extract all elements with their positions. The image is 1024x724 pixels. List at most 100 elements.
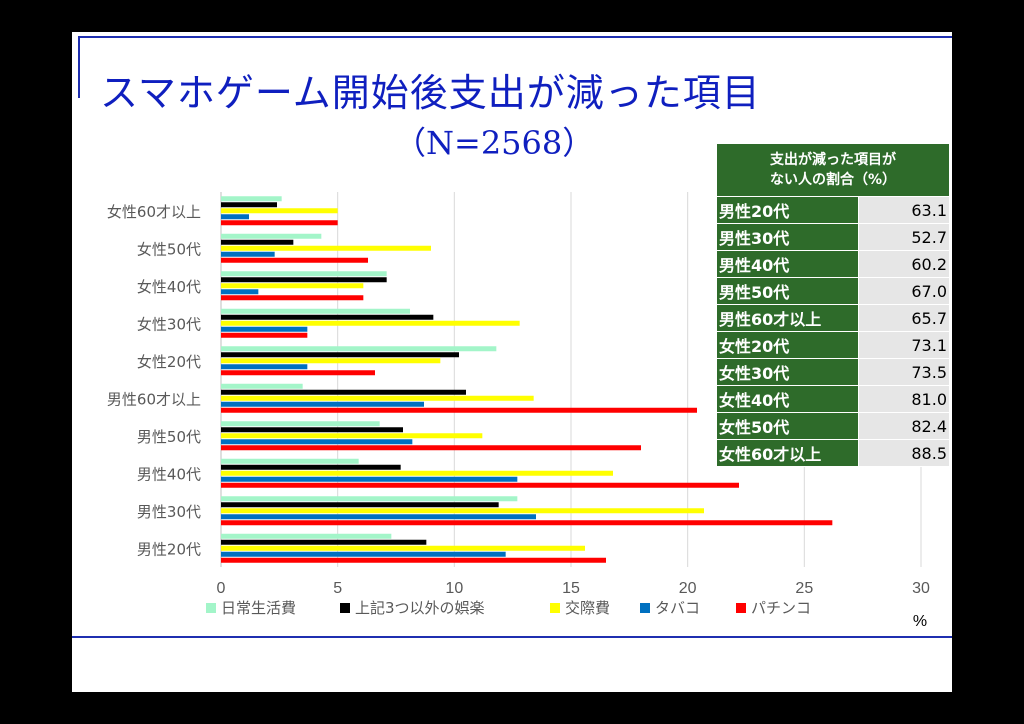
bar: [221, 364, 308, 370]
bar: [221, 370, 375, 376]
bar: [221, 358, 441, 364]
slide-subtitle: （N=2568）: [394, 124, 595, 162]
bar: [221, 202, 277, 208]
ratio-row-label: 女性30代: [716, 358, 859, 386]
y-category-label: 男性30代: [137, 503, 201, 521]
y-category-label: 女性60才以上: [107, 203, 201, 221]
bar: [221, 389, 466, 395]
y-category-label: 男性40代: [137, 465, 201, 483]
x-tick-label: 0: [217, 580, 226, 597]
bar: [221, 401, 424, 407]
bar: [221, 314, 434, 320]
bar: [221, 320, 520, 326]
legend-swatch: [736, 603, 746, 613]
bar: [221, 283, 364, 289]
y-category-label: 男性50代: [137, 428, 201, 446]
bar: [221, 308, 410, 314]
ratio-row-label: 男性40代: [716, 250, 859, 278]
bar: [221, 233, 322, 239]
x-tick-label: 5: [333, 580, 342, 597]
slide: スマホゲーム開始後支出が減った項目 （N=2568） 0 5 10 15 20 25 30 男…: [72, 32, 952, 692]
ratio-table-row: 男性30代 52.7: [716, 223, 951, 251]
bar: [221, 407, 697, 413]
ratio-row-label: 女性20代: [716, 331, 859, 359]
bar: [221, 482, 739, 488]
ratio-table-row: 女性50代 82.4: [716, 412, 951, 440]
ratio-table-row: 女性60才以上 88.5: [716, 439, 951, 467]
bar-chart: 0 5 10 15 20 25 30男性20代男性30代男性40代男性50代男性60才以上女…: [107, 192, 930, 630]
bar: [221, 458, 359, 464]
ratio-row-label: 女性50代: [716, 412, 859, 440]
bar: [221, 277, 387, 283]
bar: [221, 395, 534, 401]
ratio-table: 支出が減った項目が ない人の割合（%） 男性20代 63.1 男性30代 52.7 男性…: [716, 143, 951, 467]
legend-label: 上記3つ以外の娯楽: [355, 599, 485, 617]
ratio-table-header: 支出が減った項目が ない人の割合（%）: [716, 143, 950, 197]
bar: [221, 257, 368, 263]
bar: [221, 245, 431, 251]
legend-swatch: [206, 603, 216, 613]
bar: [221, 332, 308, 338]
ratio-row-label: 男性50代: [716, 277, 859, 305]
bar: [221, 557, 606, 563]
x-tick-label: 25: [795, 580, 813, 597]
bar: [221, 383, 303, 389]
ratio-row-value: 63.1: [857, 196, 951, 224]
bar: [221, 502, 499, 508]
bar: [221, 539, 427, 545]
x-axis-unit-label: %: [913, 613, 927, 630]
bar: [221, 239, 294, 245]
bar: [221, 421, 380, 427]
ratio-table-body: 男性20代 63.1 男性30代 52.7 男性40代 60.2 男性50代 67.0 男性60…: [716, 196, 951, 467]
legend-label: タバコ: [655, 599, 700, 617]
bar: [221, 464, 401, 470]
ratio-row-label: 男性30代: [716, 223, 859, 251]
x-tick-label: 15: [562, 580, 580, 597]
ratio-row-value: 65.7: [857, 304, 951, 332]
x-tick-label: 20: [679, 580, 697, 597]
slide-title: スマホゲーム開始後支出が減った項目: [100, 71, 761, 115]
ratio-row-label: 男性20代: [716, 196, 859, 224]
bar: [221, 533, 392, 539]
bar: [221, 520, 833, 526]
bar: [221, 220, 338, 226]
bar: [221, 352, 459, 358]
bar: [221, 326, 308, 332]
y-category-label: 男性20代: [137, 540, 201, 558]
bar: [221, 427, 403, 433]
ratio-table-row: 男性40代 60.2: [716, 250, 951, 278]
ratio-table-row: 男性50代 67.0: [716, 277, 951, 305]
bar: [221, 251, 275, 257]
bar: [221, 445, 641, 451]
ratio-row-label: 女性60才以上: [716, 439, 859, 467]
bar: [221, 551, 506, 557]
y-category-label: 女性20代: [137, 353, 201, 371]
bar: [221, 289, 259, 295]
legend-label: パチンコ: [751, 599, 811, 617]
ratio-row-label: 女性40代: [716, 385, 859, 413]
ratio-table-row: 男性20代 63.1: [716, 196, 951, 224]
bottom-rule: [72, 636, 952, 638]
ratio-row-value: 73.5: [857, 358, 951, 386]
ratio-table-row: 男性60才以上 65.7: [716, 304, 951, 332]
top-rule-vertical: [78, 36, 80, 98]
ratio-row-value: 73.1: [857, 331, 951, 359]
ratio-row-value: 82.4: [857, 412, 951, 440]
ratio-row-value: 60.2: [857, 250, 951, 278]
legend-swatch: [550, 603, 560, 613]
y-category-label: 女性40代: [137, 278, 201, 296]
x-tick-label: 10: [445, 580, 463, 597]
bar: [221, 496, 518, 502]
bar: [221, 470, 613, 476]
bar: [221, 433, 483, 439]
ratio-row-value: 67.0: [857, 277, 951, 305]
legend-label: 交際費: [565, 599, 610, 617]
ratio-table-row: 女性40代 81.0: [716, 385, 951, 413]
ratio-row-value: 52.7: [857, 223, 951, 251]
bar: [221, 214, 249, 220]
x-tick-label: 30: [912, 580, 930, 597]
ratio-row-label: 男性60才以上: [716, 304, 859, 332]
ratio-row-value: 81.0: [857, 385, 951, 413]
y-category-label: 女性50代: [137, 240, 201, 258]
bar: [221, 208, 338, 214]
